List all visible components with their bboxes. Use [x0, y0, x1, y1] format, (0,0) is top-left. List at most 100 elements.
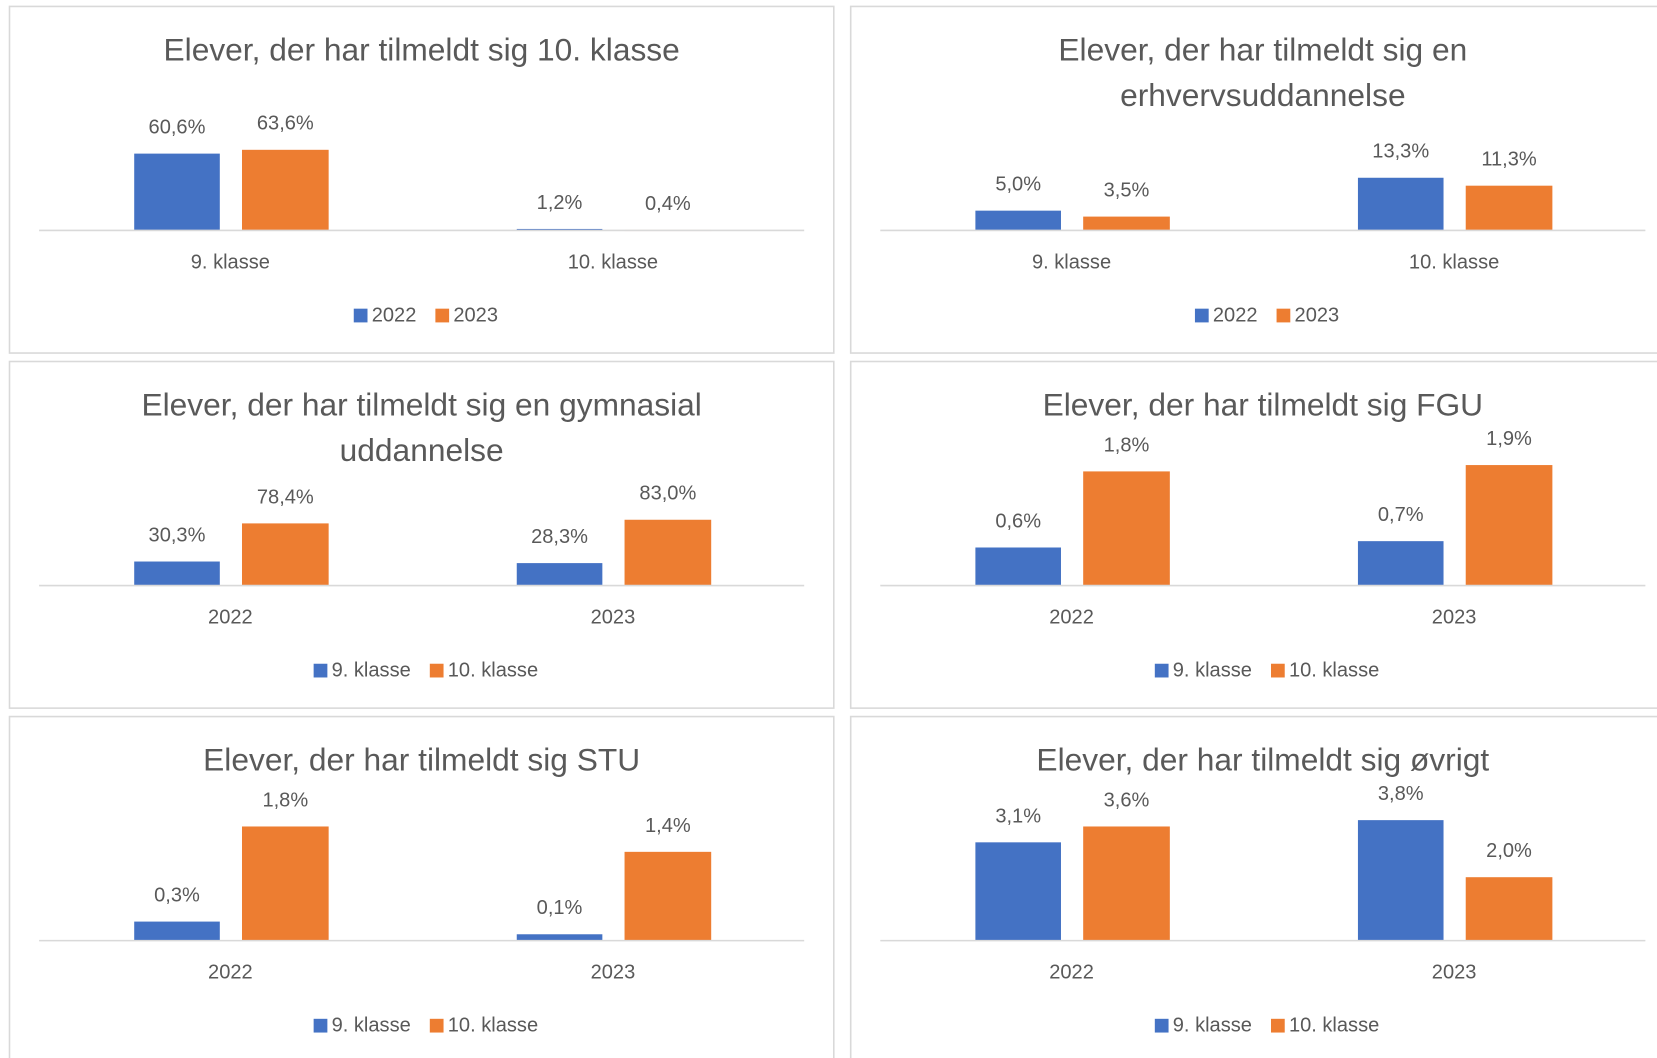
value-label: 3,5%: [1104, 180, 1150, 202]
x-tick-label: 2023: [591, 607, 636, 629]
bar: [1357, 820, 1444, 941]
value-label: 1,8%: [1104, 434, 1150, 456]
bar: [975, 210, 1061, 231]
bar: [134, 921, 220, 941]
legend-label: 9. klasse: [1173, 1015, 1252, 1037]
x-tick-label: 9. klasse: [191, 252, 270, 274]
chart-title: Elever, der har tilmeldt sig en erhvervs…: [1058, 32, 1468, 114]
x-tick-label: 10. klasse: [1409, 252, 1499, 274]
legend: 2022 2023: [1194, 304, 1340, 326]
chart-panel: [849, 5, 1657, 354]
bar: [241, 149, 329, 231]
legend-label: 2023: [1295, 304, 1340, 326]
value-label: 0,7%: [1378, 504, 1424, 526]
bar: [1083, 826, 1170, 941]
value-label: 28,3%: [531, 526, 588, 548]
x-tick-label: 2023: [591, 962, 636, 984]
chart-title: Elever, der har tilmeldt sig øvrigt: [1036, 742, 1490, 778]
bar: [1465, 185, 1553, 231]
bar: [1357, 177, 1444, 231]
bar: [241, 523, 329, 586]
x-tick-label: 2022: [208, 607, 253, 629]
legend-label: 10. klasse: [1289, 1015, 1379, 1037]
legend-label: 2023: [453, 304, 498, 326]
chart-title: Elever, der har tilmeldt sig FGU: [1042, 387, 1484, 423]
x-tick-label: 2022: [208, 962, 253, 984]
legend-swatch: [429, 1018, 444, 1033]
title-box: Elever, der har tilmeldt sig 10. klasse: [163, 32, 680, 68]
legend: 9. klasse 10. klasse: [313, 1015, 538, 1037]
value-label: 30,3%: [149, 524, 206, 546]
legend-label: 9. klasse: [332, 659, 411, 681]
bar: [516, 934, 603, 941]
value-label: 0,6%: [995, 510, 1041, 532]
value-label: 1,8%: [262, 789, 308, 811]
legend-swatch: [429, 663, 444, 678]
x-tick-label: 10. klasse: [568, 252, 658, 274]
bar: [975, 842, 1061, 941]
bar: [134, 153, 220, 231]
legend-swatch: [353, 308, 368, 323]
x-tick-label: 2023: [1432, 962, 1477, 984]
value-label: 3,1%: [995, 805, 1041, 827]
x-tick-label: 9. klasse: [1032, 252, 1111, 274]
x-tick-label: 2023: [1432, 607, 1477, 629]
value-label: 1,4%: [645, 815, 691, 837]
chart-title: Elever, der har tilmeldt sig en gymnasia…: [141, 387, 702, 469]
value-label: 11,3%: [1481, 149, 1537, 171]
legend-label: 9. klasse: [332, 1015, 411, 1037]
value-label: 60,6%: [149, 117, 206, 139]
chart-title: Elever, der har tilmeldt sig STU: [203, 742, 641, 778]
legend: 2022 2023: [353, 304, 498, 326]
legend: 9. klasse 10. klasse: [1154, 1015, 1379, 1037]
legend-swatch: [1154, 663, 1169, 678]
bar: [1083, 216, 1170, 231]
title-box: Elever, der har tilmeldt sig en erhvervs…: [1058, 32, 1468, 114]
value-label: 3,8%: [1378, 783, 1424, 805]
value-label: 1,9%: [1486, 428, 1532, 450]
legend-label: 9. klasse: [1173, 659, 1252, 681]
legend: 9. klasse 10. klasse: [1154, 659, 1379, 681]
bar: [624, 851, 712, 941]
title-box: Elever, der har tilmeldt sig FGU: [1042, 387, 1484, 423]
value-label: 13,3%: [1372, 141, 1429, 163]
legend-swatch: [313, 1018, 328, 1033]
bar: [1357, 541, 1444, 586]
bar: [134, 561, 220, 586]
value-label: 63,6%: [257, 113, 314, 135]
title-box: Elever, der har tilmeldt sig STU: [203, 742, 641, 778]
legend-label: 10. klasse: [448, 1015, 538, 1037]
legend: 9. klasse 10. klasse: [313, 659, 538, 681]
title-box: Elever, der har tilmeldt sig en gymnasia…: [141, 387, 702, 469]
value-label: 3,6%: [1104, 789, 1150, 811]
legend-swatch: [1194, 308, 1209, 323]
bar: [1465, 465, 1553, 586]
legend-label: 10. klasse: [448, 659, 538, 681]
legend-swatch: [1276, 308, 1291, 323]
legend-swatch: [435, 308, 450, 323]
bar: [1465, 877, 1553, 941]
legend-label: 2022: [1213, 304, 1258, 326]
value-label: 0,1%: [537, 897, 583, 919]
legend-swatch: [1270, 1018, 1285, 1033]
legend-swatch: [1154, 1018, 1169, 1033]
value-label: 2,0%: [1486, 840, 1532, 862]
legend-swatch: [313, 663, 328, 678]
bar: [624, 519, 712, 586]
value-label: 0,3%: [154, 885, 200, 907]
x-tick-label: 2022: [1049, 607, 1094, 629]
value-label: 5,0%: [995, 174, 1041, 196]
x-tick-label: 2022: [1049, 962, 1094, 984]
value-label: 0,4%: [645, 193, 691, 215]
chart-title: Elever, der har tilmeldt sig 10. klasse: [163, 32, 680, 68]
bar: [516, 563, 603, 586]
legend-label: 10. klasse: [1289, 659, 1379, 681]
bar: [1083, 471, 1170, 586]
bar: [975, 547, 1061, 586]
legend-label: 2022: [372, 304, 417, 326]
bar: [241, 826, 329, 941]
legend-swatch: [1270, 663, 1285, 678]
value-label: 1,2%: [537, 192, 583, 214]
title-box: Elever, der har tilmeldt sig øvrigt: [1036, 742, 1490, 778]
